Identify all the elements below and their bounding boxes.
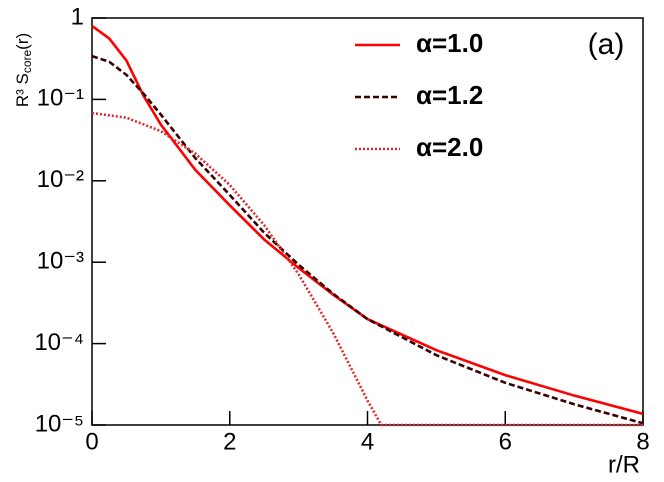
y-tick-label: 10⁻⁵ bbox=[35, 410, 84, 437]
y-tick-label: 10⁻² bbox=[37, 166, 84, 193]
y-label-end: (r) bbox=[13, 33, 32, 50]
plot-frame bbox=[91, 17, 644, 426]
x-tick-label: 6 bbox=[499, 428, 512, 455]
annotation: (a) bbox=[588, 28, 625, 61]
x-tick-label: 2 bbox=[223, 428, 236, 455]
x-axis-label: r/R bbox=[608, 451, 640, 478]
y-label-main: R³ S bbox=[13, 73, 32, 107]
y-label-sub: core bbox=[20, 49, 34, 73]
y-tick-label: 10⁻³ bbox=[37, 248, 84, 275]
series-line bbox=[91, 111, 643, 427]
series-line bbox=[91, 24, 644, 416]
x-tick-label: 4 bbox=[361, 428, 374, 455]
x-tick-label: 8 bbox=[636, 428, 649, 455]
legend-label: α=1.2 bbox=[416, 80, 483, 110]
y-axis-label: R³ Score(r) bbox=[13, 33, 34, 107]
y-tick-label: 10⁻⁴ bbox=[34, 329, 84, 356]
y-tick-label: 1 bbox=[71, 3, 84, 30]
x-tick-label: 0 bbox=[85, 428, 98, 455]
series-line bbox=[91, 54, 644, 425]
y-tick-label: 10⁻¹ bbox=[37, 85, 84, 112]
legend-label: α=2.0 bbox=[416, 132, 483, 162]
legend-label: α=1.0 bbox=[416, 28, 483, 58]
